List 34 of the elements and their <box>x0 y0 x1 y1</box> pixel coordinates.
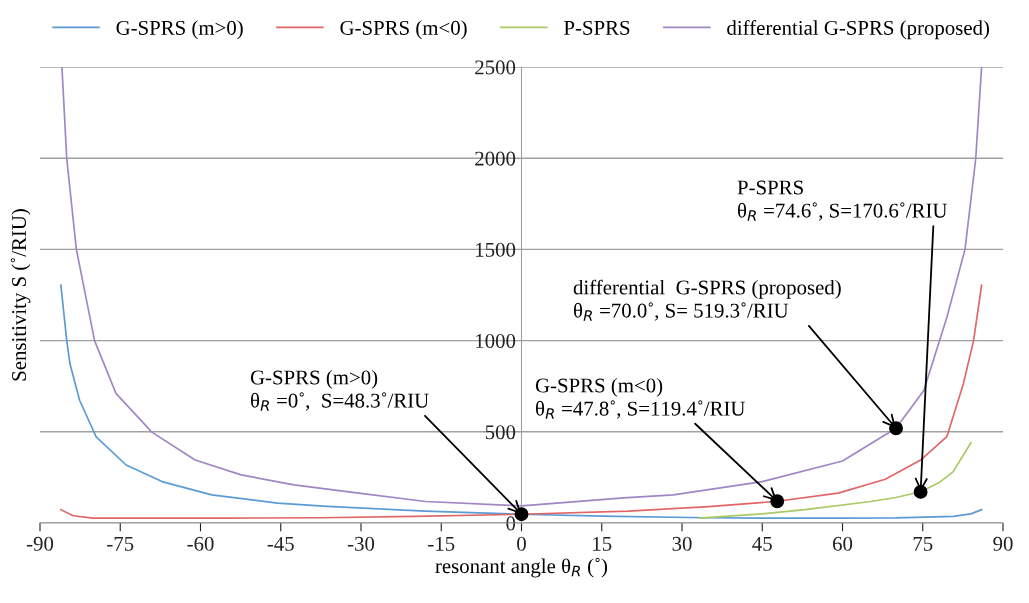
y-tick-label: 1000 <box>476 333 516 349</box>
x-tick-label: 0 <box>517 536 526 551</box>
x-tick-label: -60 <box>187 536 214 551</box>
point <box>770 494 785 509</box>
y-tick-label: 1500 <box>476 242 516 257</box>
annotation: differential G-SPRS (proposed) θ$_{R}$ =70.0˚, S= 519.3˚/RIU <box>573 279 841 321</box>
x-tick-label: 60 <box>832 536 853 551</box>
x-tick-label: 30 <box>672 536 692 551</box>
legend-label: G-SPRS (m<0) <box>340 20 467 40</box>
annotation: G-SPRS (m<0) θ$_{R}$ =47.8˚, S=119.4˚/RIU <box>535 377 746 419</box>
legend-label: differential G-SPRS (proposed) <box>727 20 989 40</box>
point <box>889 421 903 436</box>
legend-label: G-SPRS (m>0) <box>116 20 243 40</box>
annotation: P-SPRS θ$_{R}$ =74.6˚, S=170.6˚/RIU <box>737 180 948 221</box>
x-tick-label: -30 <box>347 536 375 551</box>
x-tick-label: 75 <box>913 537 933 551</box>
annotation: G-SPRS (m>0) θ$_{R}$ =0˚, S=48.3˚/RIU <box>250 369 429 411</box>
x-tick-label: -15 <box>428 536 455 551</box>
y-tick-label: 500 <box>485 425 516 440</box>
point <box>514 507 529 522</box>
x-tick-label: -90 <box>26 536 54 551</box>
y-tick-label: 2000 <box>475 151 516 166</box>
x-tick-label: 90 <box>993 536 1013 551</box>
point <box>913 484 928 499</box>
x-axis-title: resonant angle θ$_{R}$ (˚) <box>435 557 608 578</box>
x-tick-label: -75 <box>107 537 134 551</box>
y-axis-title: Sensitivity S (˚/RIU) <box>10 209 31 381</box>
legend-label: P-SPRS <box>564 20 630 35</box>
x-tick-label: -45 <box>267 536 294 551</box>
y-tick-label: 2500 <box>475 60 516 75</box>
x-tick-label: 45 <box>752 536 772 551</box>
line-series <box>698 441 972 519</box>
y-tick-label: 0 <box>506 516 516 531</box>
x-tick-label: 15 <box>593 536 612 551</box>
